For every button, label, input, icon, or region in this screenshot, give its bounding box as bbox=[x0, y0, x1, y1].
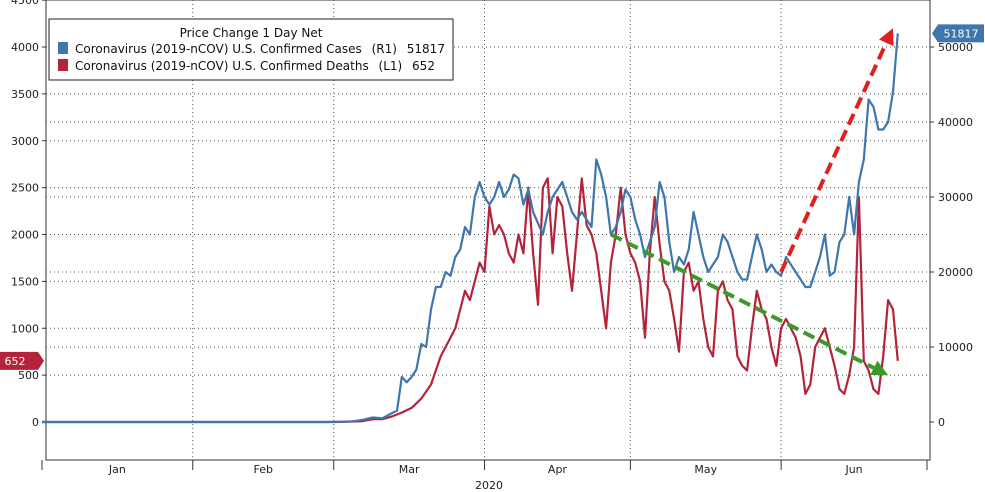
legend-cases-value: 51817 bbox=[407, 42, 445, 56]
left-tick-label: 2000 bbox=[11, 229, 39, 242]
trend-arrow-head bbox=[870, 360, 889, 376]
x-tick-label: Mar bbox=[399, 463, 420, 476]
legend-entry-cases: Coronavirus (2019-nCOV) U.S. Confirmed C… bbox=[75, 42, 445, 56]
legend: Price Change 1 Day Net Coronavirus (2019… bbox=[48, 18, 454, 81]
series-layer bbox=[42, 33, 899, 424]
x-tick-label: Jan bbox=[108, 463, 126, 476]
trend-arrow-shaft bbox=[610, 232, 875, 370]
legend-swatch-cases bbox=[58, 42, 68, 54]
legend-deaths-value: 652 bbox=[412, 59, 435, 73]
left-tick-label: 0 bbox=[32, 416, 39, 429]
left-tick-label: 1500 bbox=[11, 275, 39, 288]
left-tick-label: 4000 bbox=[11, 41, 39, 54]
legend-cases-axis: (R1) bbox=[372, 42, 397, 56]
legend-title: Price Change 1 Day Net bbox=[180, 26, 323, 40]
trend-arrow-head bbox=[879, 28, 894, 47]
right-tick-label: 30000 bbox=[938, 191, 973, 204]
right-tick-label: 0 bbox=[938, 416, 945, 429]
series-line-deaths bbox=[42, 177, 899, 424]
x-tick-label: Jun bbox=[844, 463, 862, 476]
series-line-cases bbox=[42, 33, 899, 424]
right-tick-label: 10000 bbox=[938, 341, 973, 354]
legend-entry-deaths: Coronavirus (2019-nCOV) U.S. Confirmed D… bbox=[75, 59, 435, 73]
trend-arrow-shaft bbox=[779, 41, 889, 273]
legend-deaths-axis: (L1) bbox=[379, 59, 403, 73]
left-tick-label: 2500 bbox=[11, 182, 39, 195]
x-axis-year-label: 2020 bbox=[475, 479, 503, 492]
left-tick-label: 1000 bbox=[11, 322, 39, 335]
x-tick-label: May bbox=[694, 463, 717, 476]
last-value-tag-cases bbox=[932, 24, 984, 43]
last-value-tag-deaths bbox=[0, 351, 44, 370]
left-tick-label: 3000 bbox=[11, 135, 39, 148]
left-tick-label: 3500 bbox=[11, 88, 39, 101]
annotation-arrows bbox=[610, 28, 894, 376]
last-value-tags: 51817 652 bbox=[0, 24, 984, 370]
legend-cases-name: Coronavirus (2019-nCOV) U.S. Confirmed C… bbox=[75, 42, 362, 56]
left-tick-label: 500 bbox=[18, 369, 39, 382]
legend-swatch-deaths bbox=[58, 59, 68, 71]
legend-box bbox=[48, 18, 454, 81]
legend-deaths-name: Coronavirus (2019-nCOV) U.S. Confirmed D… bbox=[75, 59, 369, 73]
plot-frame bbox=[45, 0, 931, 461]
right-tick-label: 20000 bbox=[938, 266, 973, 279]
left-axis-ticks: 0 500 1000 1500 2000 2500 3000 3500 4000 4500 bbox=[11, 0, 46, 429]
last-value-text-cases: 51817 bbox=[944, 27, 979, 40]
x-tick-label: Apr bbox=[548, 463, 568, 476]
right-tick-label: 50000 bbox=[938, 41, 973, 54]
x-axis-ticks: Jan Feb Mar Apr May Jun bbox=[41, 460, 928, 476]
last-value-text-deaths: 652 bbox=[5, 355, 26, 368]
left-tick-label: 4500 bbox=[11, 0, 39, 7]
right-tick-label: 40000 bbox=[938, 116, 973, 129]
right-axis-ticks: 0 10000 20000 30000 40000 50000 bbox=[930, 41, 973, 429]
x-tick-label: Feb bbox=[254, 463, 273, 476]
